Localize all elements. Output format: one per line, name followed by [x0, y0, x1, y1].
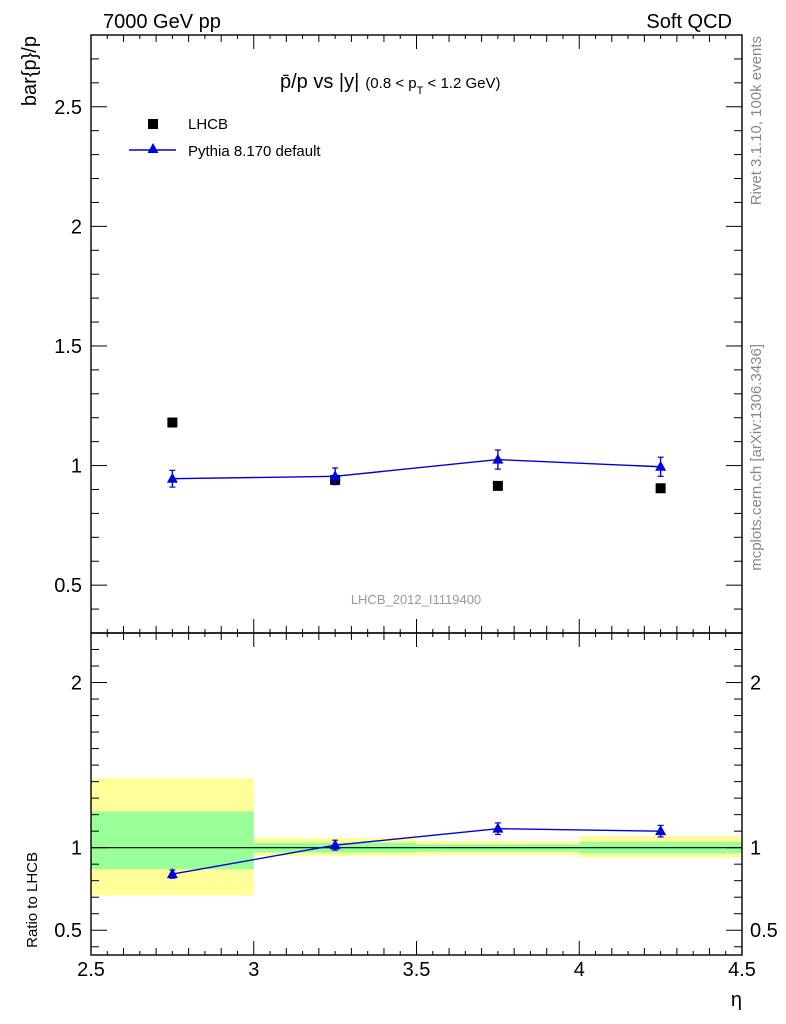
- plot-title-sub: (0.8 < p: [365, 75, 416, 92]
- header-energy: 7000 GeV pp: [103, 11, 221, 33]
- lhcb-data-point: [655, 483, 666, 494]
- legend: LHCB Pythia 8.170 default: [129, 116, 321, 160]
- mcplots-text: mcplots.cern.ch [arXiv:1306.3436]: [748, 344, 765, 571]
- lhcb-data-point: [492, 480, 503, 491]
- plot-title-sub-T: T: [417, 85, 424, 97]
- ratio-pythia-point: [329, 839, 341, 850]
- ratio-y-tick-label-left: 1: [71, 838, 82, 860]
- legend-pythia-marker: [147, 143, 159, 153]
- ratio-pythia-line: [172, 827, 661, 875]
- ratio-y-tick-label-left: 2: [71, 673, 82, 695]
- pythia-line: [172, 458, 661, 480]
- ratio-y-tick-label-right: 0.5: [750, 920, 778, 942]
- x-tick-label: 3: [248, 959, 259, 981]
- ratio-pythia-point: [492, 822, 504, 833]
- main-y-tick-label: 1: [71, 456, 82, 478]
- ratio-pythia-point: [655, 825, 667, 836]
- main-y-tick-label: 2: [71, 216, 82, 238]
- ratio-y-tick-label-right: 1: [750, 838, 761, 860]
- x-tick-label: 4.5: [728, 959, 756, 981]
- x-tick-label: 4: [574, 959, 585, 981]
- x-tick-label: 3.5: [403, 959, 431, 981]
- main-y-tick-label: 1.5: [54, 336, 82, 358]
- pythia-data-point: [492, 453, 504, 464]
- ratio-y-tick-label-right: 2: [750, 673, 761, 695]
- plot-title-sub-end: < 1.2 GeV): [423, 75, 500, 92]
- ratio-y-tick-label-left: 0.5: [54, 920, 82, 942]
- x-tick-label: 2.5: [77, 959, 105, 981]
- ratio-ylabel: Ratio to LHCB: [24, 852, 41, 948]
- pythia-data-point: [166, 472, 178, 483]
- main-ylabel: bar{p}/p: [19, 36, 41, 106]
- rivet-version-text: Rivet 3.1.10, 100k events: [748, 36, 765, 205]
- legend-lhcb-label: LHCB: [188, 116, 228, 133]
- pythia-data-point: [655, 460, 667, 471]
- legend-pythia-label: Pythia 8.170 default: [188, 143, 321, 160]
- ratio-plot: 2.5 3 3.5 4 4.5 0.5 0.5 1 1 2 2: [54, 35, 778, 981]
- main-y-tick-label: 2.5: [54, 97, 82, 119]
- ratio-band-green-0: [91, 811, 254, 870]
- ratio-bands: [91, 778, 742, 896]
- ratio-pythia-point: [166, 868, 178, 879]
- pythia-data-point: [329, 470, 341, 481]
- main-plot: 0.5 1 1.5 2 2.5: [54, 34, 742, 610]
- plot-title-main: p̄/p vs |y|: [280, 71, 359, 93]
- main-y-tick-label: 0.5: [54, 575, 82, 597]
- ratio-xlabel: η: [731, 989, 742, 1011]
- header-category: Soft QCD: [646, 11, 732, 33]
- lhcb-data-point: [167, 417, 178, 428]
- plot-title: p̄/p vs |y| (0.8 < pT < 1.2 GeV): [280, 71, 500, 97]
- analysis-watermark: LHCB_2012_I1119400: [351, 592, 481, 607]
- legend-lhcb-marker: [148, 119, 158, 129]
- ratio-plot-frame: [90, 632, 743, 956]
